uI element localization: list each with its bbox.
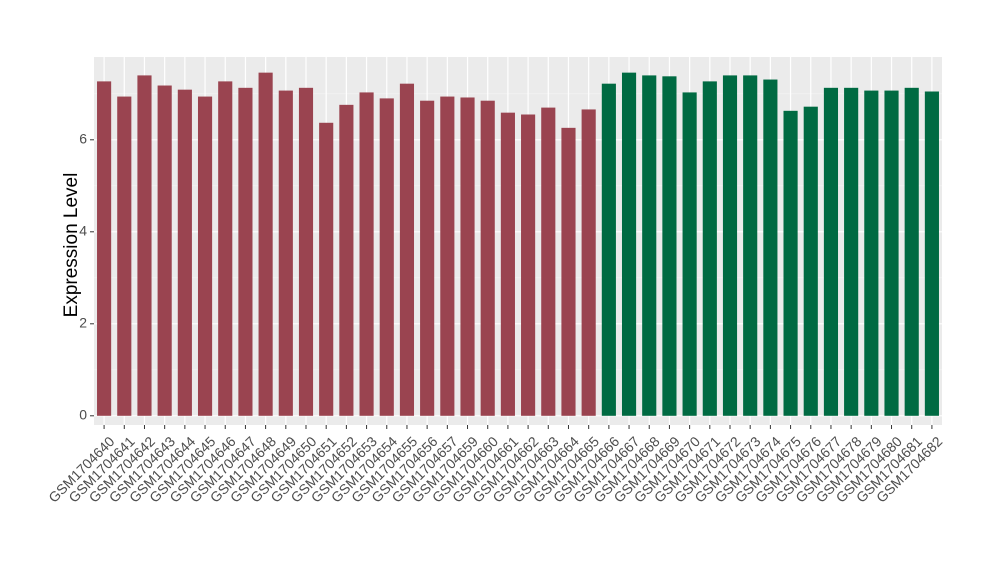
bar — [521, 114, 536, 416]
bar — [359, 92, 374, 416]
bar — [480, 100, 495, 416]
bar — [278, 90, 293, 416]
bar — [97, 81, 112, 416]
bar — [924, 91, 939, 416]
y-tick-label: 6 — [79, 131, 87, 147]
bar — [541, 107, 556, 416]
bar — [117, 96, 132, 416]
bar — [339, 104, 354, 416]
bar — [319, 122, 334, 416]
bar — [399, 83, 415, 416]
bar — [844, 87, 859, 416]
bar — [157, 85, 172, 416]
y-axis-label: Expression Level — [61, 173, 82, 318]
bar — [803, 106, 818, 416]
y-tick-label: 0 — [79, 407, 87, 423]
bar — [177, 89, 192, 416]
bar — [904, 87, 919, 416]
bar — [601, 83, 616, 416]
bar — [642, 75, 657, 416]
bar — [783, 110, 798, 416]
bar — [702, 81, 717, 416]
bar — [500, 112, 515, 416]
bar — [258, 72, 273, 416]
bar — [662, 76, 677, 416]
y-tick-label: 2 — [79, 315, 87, 331]
bar — [440, 96, 455, 416]
bar — [460, 97, 475, 416]
bar — [197, 96, 213, 416]
bar — [420, 100, 435, 416]
bar — [621, 72, 637, 416]
bar — [864, 90, 879, 416]
bar — [722, 75, 738, 416]
y-tick-label: 4 — [79, 223, 87, 239]
bar — [581, 109, 596, 416]
bar — [238, 87, 253, 416]
bar — [379, 98, 394, 416]
bar — [137, 75, 152, 416]
bar — [218, 81, 233, 416]
bar — [682, 92, 697, 416]
bar — [743, 75, 758, 416]
bar — [884, 90, 899, 416]
plot-panel — [94, 57, 942, 425]
bar — [763, 79, 778, 416]
bar — [298, 87, 314, 416]
bar — [823, 87, 839, 416]
bar — [561, 127, 576, 416]
